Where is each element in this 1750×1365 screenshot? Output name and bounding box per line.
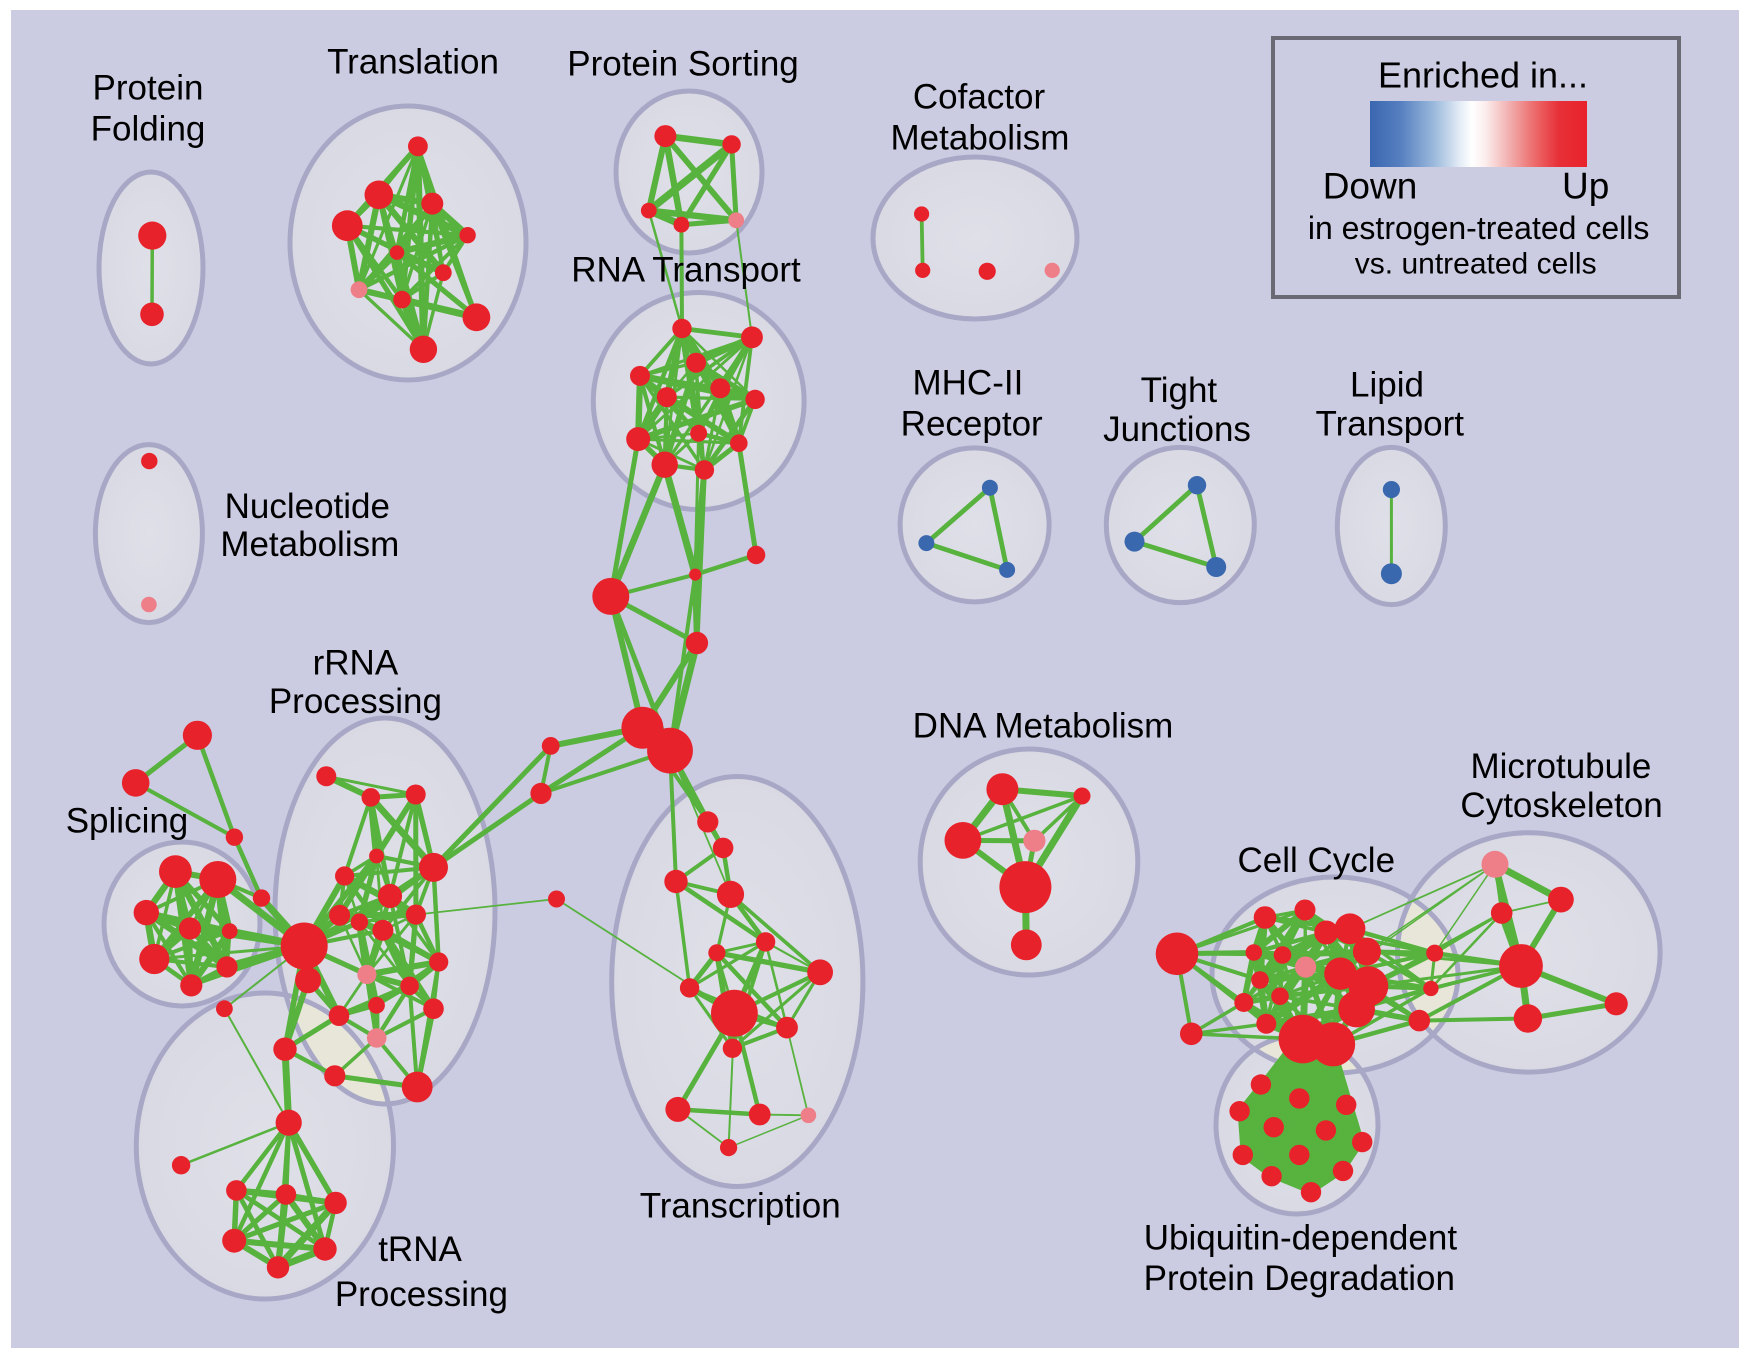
- svg-text:Splicing: Splicing: [66, 802, 189, 841]
- svg-text:Ubiquitin-dependent: Ubiquitin-dependent: [1144, 1219, 1458, 1258]
- svg-text:RNA Transport: RNA Transport: [571, 251, 801, 290]
- svg-text:Processing: Processing: [269, 682, 442, 721]
- svg-text:Transport: Transport: [1316, 404, 1465, 443]
- svg-text:Transcription: Transcription: [640, 1187, 841, 1226]
- svg-text:tRNA: tRNA: [378, 1230, 462, 1269]
- svg-text:Tight: Tight: [1141, 371, 1218, 410]
- svg-text:Translation: Translation: [327, 43, 499, 82]
- svg-text:Metabolism: Metabolism: [891, 119, 1070, 158]
- svg-text:vs. untreated cells: vs. untreated cells: [1355, 248, 1597, 281]
- svg-text:rRNA: rRNA: [313, 644, 399, 683]
- svg-text:Lipid: Lipid: [1350, 365, 1424, 404]
- svg-text:Processing: Processing: [335, 1275, 508, 1314]
- svg-text:Receptor: Receptor: [901, 405, 1043, 444]
- svg-text:DNA Metabolism: DNA Metabolism: [913, 707, 1174, 746]
- svg-text:Enriched in...: Enriched in...: [1378, 55, 1588, 96]
- svg-text:Protein Sorting: Protein Sorting: [567, 45, 799, 84]
- svg-text:Protein Degradation: Protein Degradation: [1144, 1259, 1455, 1298]
- svg-text:Protein: Protein: [93, 69, 204, 108]
- svg-text:Down: Down: [1323, 166, 1418, 207]
- svg-text:MHC-II: MHC-II: [912, 364, 1023, 403]
- svg-text:Up: Up: [1562, 166, 1609, 207]
- svg-text:Microtubule: Microtubule: [1470, 747, 1651, 786]
- svg-text:Metabolism: Metabolism: [220, 525, 399, 564]
- svg-text:Junctions: Junctions: [1103, 410, 1251, 449]
- svg-text:Cofactor: Cofactor: [913, 78, 1046, 117]
- svg-text:in estrogen-treated cells: in estrogen-treated cells: [1308, 210, 1650, 246]
- svg-text:Folding: Folding: [91, 110, 206, 149]
- svg-text:Nucleotide: Nucleotide: [225, 487, 390, 526]
- svg-text:Cell Cycle: Cell Cycle: [1238, 841, 1396, 880]
- svg-text:Cytoskeleton: Cytoskeleton: [1460, 786, 1662, 825]
